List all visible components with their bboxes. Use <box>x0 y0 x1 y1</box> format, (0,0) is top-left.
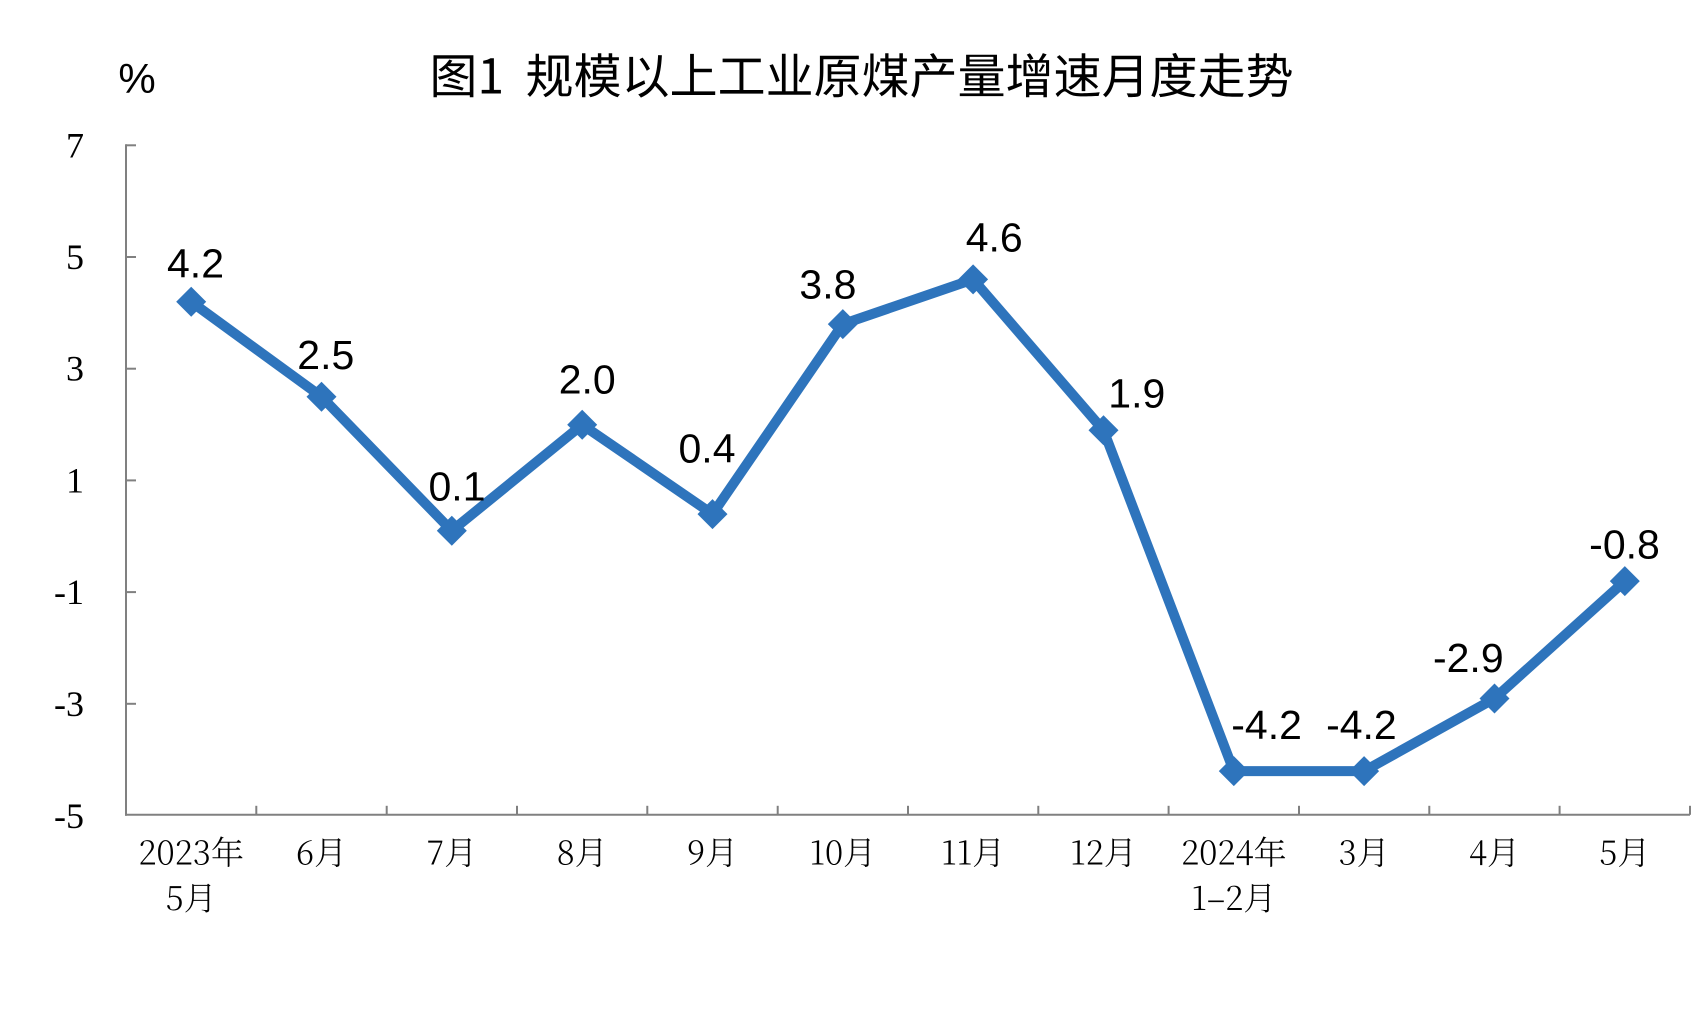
svg-text:0.1: 0.1 <box>429 463 486 509</box>
svg-text:-3: -3 <box>54 684 84 724</box>
svg-text:-4.2: -4.2 <box>1231 702 1302 748</box>
svg-text:-4.2: -4.2 <box>1326 702 1397 748</box>
svg-text:1.9: 1.9 <box>1108 370 1165 416</box>
svg-text:2.5: 2.5 <box>297 332 354 378</box>
svg-text:2.0: 2.0 <box>559 356 616 402</box>
svg-text:3: 3 <box>66 349 84 389</box>
svg-text:4.6: 4.6 <box>966 215 1023 261</box>
svg-text:7: 7 <box>66 125 84 165</box>
svg-text:3.8: 3.8 <box>799 262 856 308</box>
svg-text:4.2: 4.2 <box>167 240 224 286</box>
svg-text:-1: -1 <box>54 572 84 612</box>
svg-text:5: 5 <box>66 237 84 277</box>
svg-text:-0.8: -0.8 <box>1589 521 1660 567</box>
svg-text:%: % <box>118 55 155 102</box>
svg-text:1: 1 <box>66 460 84 500</box>
svg-text:0.4: 0.4 <box>679 425 736 471</box>
svg-text:-5: -5 <box>54 796 84 836</box>
svg-text:-2.9: -2.9 <box>1433 635 1504 681</box>
